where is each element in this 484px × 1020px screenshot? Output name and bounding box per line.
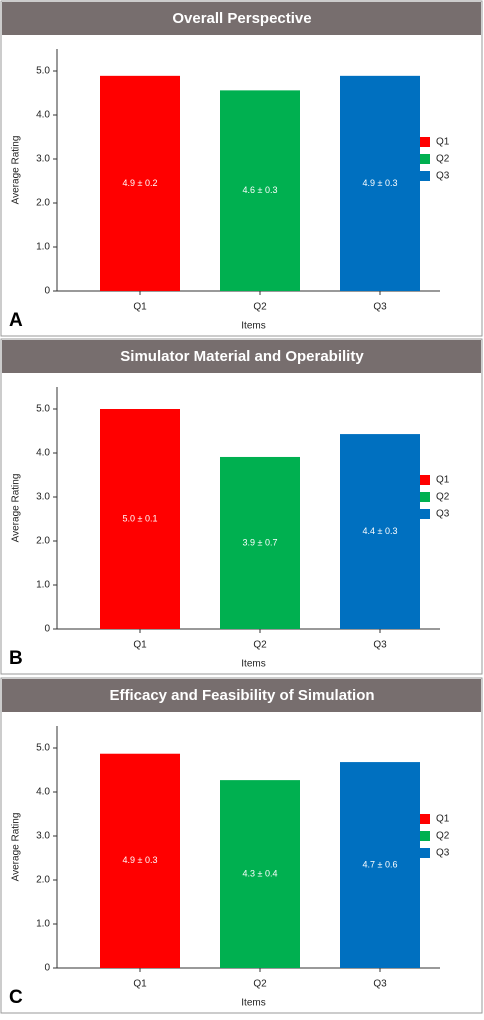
panel-label: A (9, 310, 23, 331)
y-tick-label: 5.0 (36, 66, 50, 77)
value-label: 4.4 ± 0.3 (363, 526, 398, 536)
x-tick-label: Q1 (133, 640, 147, 651)
legend-label: Q1 (436, 475, 450, 486)
y-tick-label: 1.0 (36, 242, 50, 253)
legend-swatch (420, 137, 430, 147)
title-bar (2, 679, 481, 712)
x-tick-label: Q2 (253, 979, 267, 990)
x-axis-label: Items (241, 321, 265, 332)
bar (340, 762, 420, 968)
panel: Efficacy and Feasibility of Simulation C 0… (0, 677, 483, 1014)
y-tick-label: 0 (44, 963, 50, 974)
bar (220, 90, 300, 291)
y-tick-label: 2.0 (36, 875, 50, 886)
y-tick-label: 5.0 (36, 743, 50, 754)
value-label: 4.6 ± 0.3 (243, 185, 278, 195)
legend-label: Q2 (436, 492, 450, 503)
legend-swatch (420, 831, 430, 841)
y-axis-label: Average Rating (11, 474, 22, 543)
x-tick-label: Q1 (133, 979, 147, 990)
y-tick-label: 5.0 (36, 404, 50, 415)
legend-swatch (420, 475, 430, 485)
y-tick-label: 3.0 (36, 831, 50, 842)
chart-title: Efficacy and Feasibility of Simulation (109, 687, 374, 704)
value-label: 4.9 ± 0.3 (123, 855, 158, 865)
legend-label: Q3 (436, 509, 450, 520)
legend-label: Q3 (436, 848, 450, 859)
x-tick-label: Q2 (253, 302, 267, 313)
x-axis-label: Items (241, 998, 265, 1009)
y-tick-label: 0 (44, 286, 50, 297)
legend-swatch (420, 814, 430, 824)
y-tick-label: 4.0 (36, 448, 50, 459)
bar (100, 753, 180, 968)
value-label: 4.7 ± 0.6 (363, 859, 398, 869)
y-tick-label: 3.0 (36, 154, 50, 165)
legend-label: Q3 (436, 171, 450, 182)
y-axis-label: Average Rating (11, 813, 22, 882)
legend-label: Q1 (436, 814, 450, 825)
x-tick-label: Q3 (373, 640, 387, 651)
legend-swatch (420, 154, 430, 164)
chart-title: Overall Perspective (172, 10, 311, 27)
value-label: 4.9 ± 0.3 (363, 178, 398, 188)
bar (340, 75, 420, 291)
y-tick-label: 4.0 (36, 110, 50, 121)
panel-label: B (9, 648, 23, 669)
y-tick-label: 1.0 (36, 919, 50, 930)
panel: Overall Perspective A 0 1.0 2.0 3.0 4.0 5.0 4.9 … (0, 0, 483, 337)
x-tick-label: Q1 (133, 302, 147, 313)
panel-label: C (9, 987, 23, 1008)
legend-label: Q1 (436, 137, 450, 148)
value-label: 5.0 ± 0.1 (123, 513, 158, 523)
value-label: 3.9 ± 0.7 (243, 537, 278, 547)
y-tick-label: 3.0 (36, 492, 50, 503)
legend-swatch (420, 171, 430, 181)
title-bar (2, 340, 481, 373)
legend-swatch (420, 492, 430, 502)
value-label: 4.3 ± 0.4 (243, 868, 278, 878)
x-axis-label: Items (241, 659, 265, 670)
x-tick-label: Q3 (373, 979, 387, 990)
panel: Simulator Material and Operability B 0 1.0 2… (0, 338, 483, 675)
legend-swatch (420, 509, 430, 519)
y-axis-label: Average Rating (11, 136, 22, 205)
x-tick-label: Q2 (253, 640, 267, 651)
y-tick-label: 0 (44, 624, 50, 635)
bar (340, 434, 420, 629)
legend-swatch (420, 848, 430, 858)
bar (100, 75, 180, 291)
y-tick-label: 4.0 (36, 787, 50, 798)
y-tick-label: 2.0 (36, 198, 50, 209)
bar (220, 780, 300, 968)
legend-label: Q2 (436, 831, 450, 842)
y-tick-label: 1.0 (36, 580, 50, 591)
y-tick-label: 2.0 (36, 536, 50, 547)
title-bar (2, 2, 481, 35)
bar (220, 456, 300, 629)
bar (100, 409, 180, 629)
chart-title: Simulator Material and Operability (120, 348, 364, 365)
legend-label: Q2 (436, 154, 450, 165)
value-label: 4.9 ± 0.2 (123, 178, 158, 188)
x-tick-label: Q3 (373, 302, 387, 313)
